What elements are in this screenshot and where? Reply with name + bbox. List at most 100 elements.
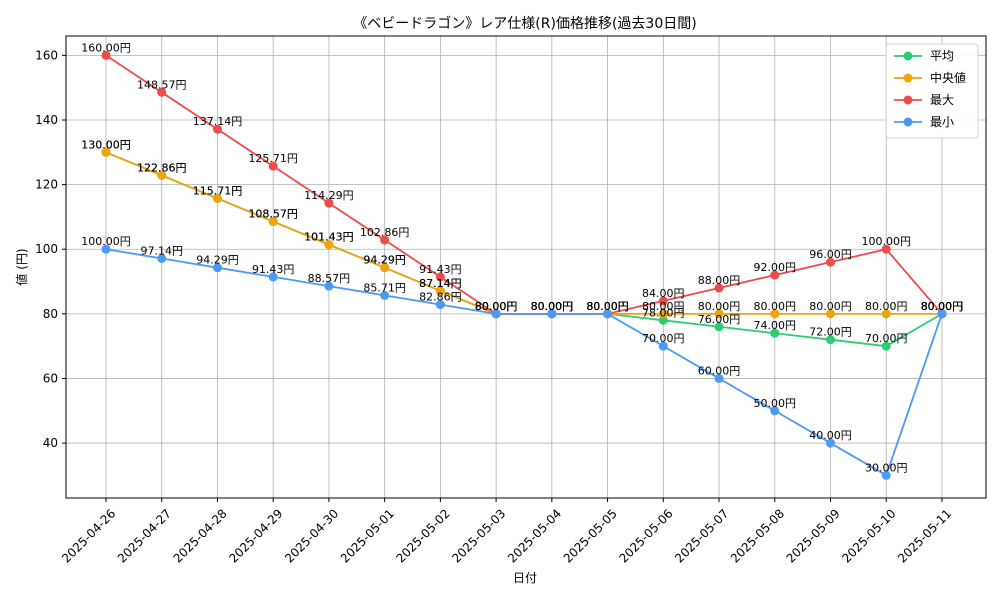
- data-label: 122.86円: [137, 161, 187, 174]
- data-label: 70.00円: [642, 332, 685, 345]
- data-point: [881, 341, 891, 351]
- legend-label: 最大: [930, 93, 954, 107]
- data-label: 80.00円: [865, 300, 908, 313]
- data-point: [491, 309, 501, 319]
- legend-marker: [903, 51, 913, 61]
- y-tick-label: 120: [35, 178, 58, 192]
- data-label: 80.00円: [586, 300, 629, 313]
- data-label: 97.14円: [140, 244, 183, 257]
- data-label: 137.14円: [193, 115, 243, 128]
- data-label: 30.00円: [865, 461, 908, 474]
- data-label: 92.00円: [754, 261, 797, 274]
- data-label: 80.00円: [475, 300, 518, 313]
- data-point: [101, 50, 111, 60]
- data-label: 76.00円: [698, 313, 741, 326]
- data-point: [157, 170, 167, 180]
- data-point: [435, 272, 445, 282]
- data-label: 80.00円: [531, 300, 574, 313]
- data-label: 101.43円: [304, 231, 354, 244]
- legend-marker: [903, 73, 913, 83]
- data-label: 72.00円: [809, 326, 852, 339]
- data-label: 125.71円: [248, 152, 298, 165]
- data-label: 122.86円: [137, 161, 187, 174]
- data-point: [714, 322, 724, 332]
- data-label: 70.00円: [865, 332, 908, 345]
- data-point: [714, 309, 724, 319]
- data-point: [380, 235, 390, 245]
- series-layer: [101, 50, 947, 480]
- y-tick-label: 140: [35, 113, 58, 127]
- data-point: [157, 87, 167, 97]
- data-point: [770, 328, 780, 338]
- data-point: [268, 217, 278, 227]
- data-point: [825, 335, 835, 345]
- data-label: 80.00円: [531, 300, 574, 313]
- data-label: 102.86円: [360, 226, 410, 239]
- data-label: 108.57円: [248, 208, 298, 221]
- data-label: 94.29円: [363, 254, 406, 267]
- x-axis-label: 日付: [513, 571, 537, 585]
- data-point: [435, 300, 445, 310]
- data-point: [324, 198, 334, 208]
- data-label: 87.14円: [419, 277, 462, 290]
- data-label: 80.00円: [698, 300, 741, 313]
- data-point: [881, 309, 891, 319]
- data-label: 50.00円: [754, 397, 797, 410]
- data-label: 80.00円: [921, 300, 964, 313]
- data-label: 80.00円: [475, 300, 518, 313]
- data-label: 100.00円: [81, 235, 131, 248]
- data-point: [825, 309, 835, 319]
- data-point: [881, 470, 891, 480]
- data-point: [770, 309, 780, 319]
- data-point: [435, 286, 445, 296]
- data-label: 101.43円: [304, 231, 354, 244]
- series-line: [105, 248, 943, 477]
- data-label: 80.00円: [475, 300, 518, 313]
- data-point: [881, 244, 891, 254]
- data-point: [825, 257, 835, 267]
- data-label: 108.57円: [248, 208, 298, 221]
- data-label: 88.00円: [698, 274, 741, 287]
- y-tick-label: 100: [35, 242, 58, 256]
- data-label: 74.00円: [754, 319, 797, 332]
- data-point: [658, 296, 668, 306]
- data-point: [212, 193, 222, 203]
- legend-label: 平均: [930, 49, 954, 63]
- data-label: 80.00円: [531, 300, 574, 313]
- data-point: [157, 253, 167, 263]
- data-point: [268, 161, 278, 171]
- data-point: [770, 406, 780, 416]
- data-label: 115.71円: [193, 184, 243, 197]
- data-point: [268, 272, 278, 282]
- data-label: 84.00円: [642, 287, 685, 300]
- data-label: 91.43円: [419, 263, 462, 276]
- data-label: 80.00円: [921, 300, 964, 313]
- data-label: 148.57円: [137, 78, 187, 91]
- data-label: 40.00円: [809, 429, 852, 442]
- data-point: [324, 281, 334, 291]
- data-point: [658, 341, 668, 351]
- data-point: [101, 147, 111, 157]
- data-label: 82.86円: [419, 291, 462, 304]
- data-point: [770, 270, 780, 280]
- y-tick-label: 40: [43, 436, 58, 450]
- data-point: [937, 309, 947, 319]
- data-label: 94.29円: [363, 254, 406, 267]
- data-point: [825, 438, 835, 448]
- data-label: 94.29円: [196, 254, 239, 267]
- data-point: [658, 315, 668, 325]
- data-label: 80.00円: [586, 300, 629, 313]
- data-label: 80.00円: [586, 300, 629, 313]
- y-tick-label: 160: [35, 48, 58, 62]
- legend-marker: [903, 117, 913, 127]
- plot-frame: [65, 35, 987, 499]
- data-label: 80.00円: [531, 300, 574, 313]
- legend-marker: [903, 95, 913, 105]
- data-point: [714, 373, 724, 383]
- data-label: 80.00円: [809, 300, 852, 313]
- data-label: 114.29円: [304, 189, 354, 202]
- data-label: 115.71円: [193, 184, 243, 197]
- data-label: 130.00円: [81, 138, 131, 151]
- data-label: 80.00円: [754, 300, 797, 313]
